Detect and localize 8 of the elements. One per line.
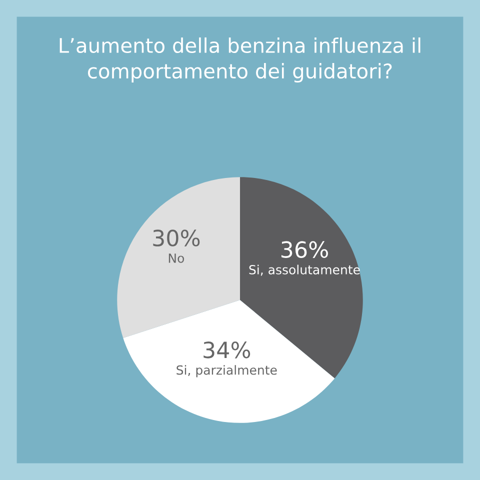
data-label: 34% — [204, 342, 250, 358]
slice-label: No — [168, 254, 184, 263]
slice-label: Si, parzialmente — [176, 365, 277, 378]
pie-slice — [123, 300, 335, 423]
data-label: 30% — [153, 230, 200, 246]
data-label: 36% — [281, 241, 328, 258]
chart-title: L’aumento della benzina influenza il comportamento dei guidatori? — [60, 37, 420, 83]
pie-slice — [117, 177, 240, 338]
